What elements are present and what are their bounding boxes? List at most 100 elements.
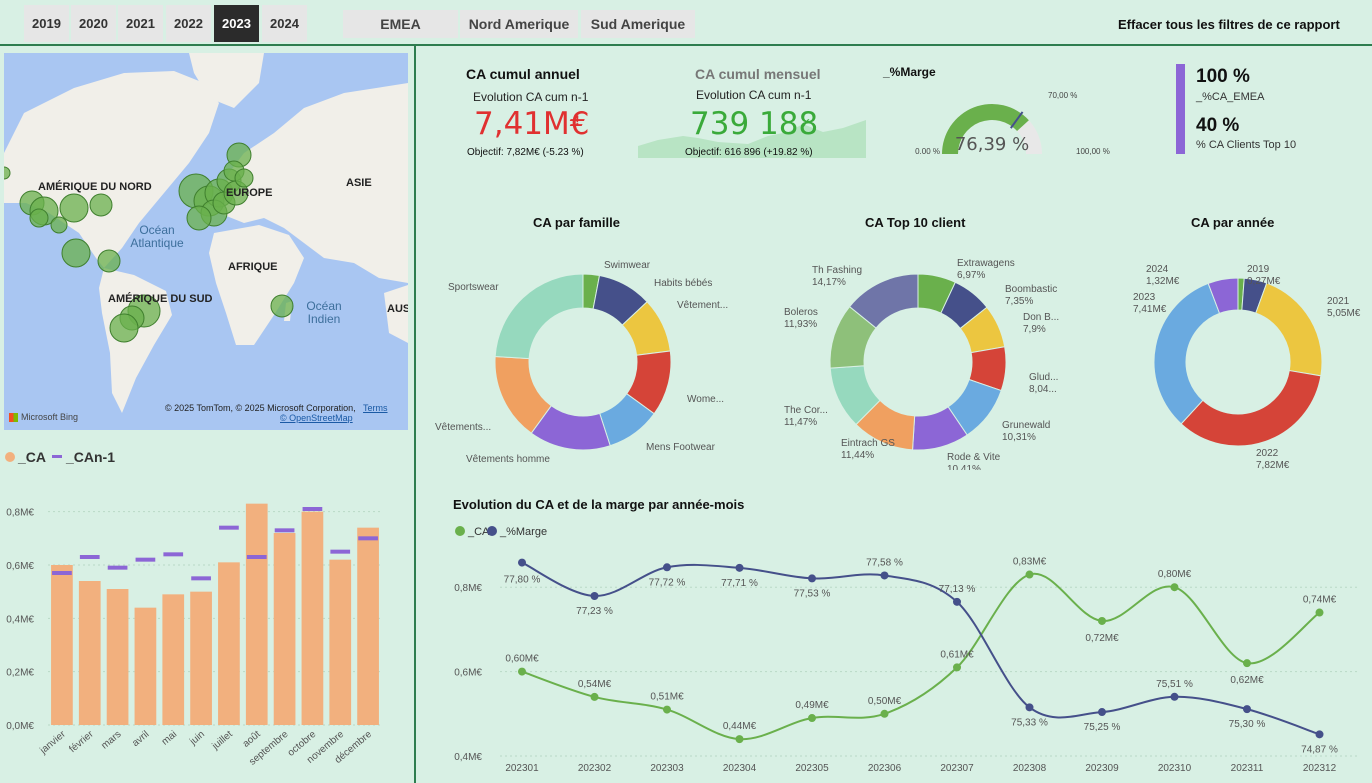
bar-can1-marker[interactable] — [358, 536, 378, 541]
marge-point[interactable] — [590, 591, 599, 600]
map-bubble[interactable] — [270, 294, 294, 318]
map-bubble[interactable] — [89, 193, 113, 217]
marge-point[interactable] — [518, 558, 526, 567]
ca-point[interactable] — [808, 714, 816, 723]
marge-point[interactable] — [1025, 703, 1034, 712]
clear-filters-button[interactable]: Effacer tous les filtres de ce rapport — [1118, 17, 1340, 32]
year-button-2024[interactable]: 2024 — [262, 5, 307, 42]
marge-point[interactable] — [1243, 705, 1251, 714]
year-button-2020[interactable]: 2020 — [71, 5, 116, 42]
gauge-min-label: 0.00 % — [915, 147, 940, 156]
ca-point[interactable] — [1098, 616, 1106, 625]
map-bubble[interactable] — [234, 168, 254, 188]
donut-slice[interactable] — [1207, 277, 1239, 315]
ca-point[interactable] — [1170, 583, 1179, 592]
top-divider — [0, 44, 1372, 46]
bar-ca[interactable] — [78, 581, 101, 725]
marge-data-label: 77,58 % — [866, 557, 903, 568]
map-bubble[interactable] — [50, 216, 68, 234]
region-button-0[interactable]: EMEA — [343, 10, 458, 38]
donut-famille-title: CA par famille — [533, 215, 620, 230]
ca-marge-line-chart[interactable]: _CA _%Marge 0,4M€ 0,6M€ 0,8M€ 202301 202302 202… — [420, 515, 1372, 783]
map-bubble[interactable] — [29, 208, 49, 228]
bar-can1-marker[interactable] — [219, 525, 239, 530]
bar-ca[interactable] — [162, 594, 185, 725]
marge-data-label: 77,72 % — [649, 577, 686, 588]
line-xtick: 202311 — [1231, 763, 1264, 774]
bar-can1-marker[interactable] — [330, 549, 351, 554]
map-bubble[interactable] — [4, 166, 11, 180]
bar-ca[interactable] — [51, 565, 73, 725]
donut-slice[interactable] — [1180, 369, 1322, 447]
bar-ca[interactable] — [190, 591, 212, 725]
bar-can1-marker[interactable] — [135, 557, 156, 562]
marge-point[interactable] — [953, 597, 961, 606]
year-button-2023[interactable]: 2023 — [214, 5, 259, 42]
bar-ca[interactable] — [218, 562, 240, 725]
ca-point[interactable] — [1315, 608, 1324, 617]
ca-data-label: 0,83M€ — [1013, 557, 1047, 568]
ca-data-label: 0,72M€ — [1085, 633, 1119, 644]
donut-slice[interactable] — [848, 273, 919, 329]
year-button-2021[interactable]: 2021 — [118, 5, 163, 42]
bar-can1-marker[interactable] — [52, 571, 72, 575]
marge-point[interactable] — [808, 574, 816, 583]
year-button-2022[interactable]: 2022 — [166, 5, 211, 42]
marge-point[interactable] — [1098, 708, 1106, 717]
bar-can1-marker[interactable] — [107, 565, 128, 570]
donut-label: Boleros — [784, 307, 818, 318]
marge-point[interactable] — [735, 563, 744, 572]
marge-point[interactable] — [880, 571, 889, 580]
bar-can1-marker[interactable] — [274, 528, 295, 533]
map-osm-link[interactable]: © OpenStreetMap — [280, 413, 353, 423]
ca-point[interactable] — [518, 667, 526, 676]
bar-xtick: mai — [160, 729, 179, 748]
margin-gauge[interactable]: 76,39 % 0.00 % 100,00 % 70,00 % — [900, 76, 1120, 162]
marge-point[interactable] — [663, 563, 671, 572]
map-terms-link[interactable]: Terms — [363, 403, 388, 413]
bar-ca[interactable] — [329, 559, 352, 725]
ca-point[interactable] — [590, 692, 599, 701]
kpi-annual-goal: Objectif: 7,82M€ (-5.23 %) — [467, 147, 584, 158]
donut-slice[interactable] — [1153, 282, 1221, 425]
bar-ca[interactable] — [273, 533, 296, 725]
bar-ca[interactable] — [301, 511, 324, 725]
marge-point[interactable] — [1170, 692, 1179, 701]
donut-slice[interactable] — [494, 273, 584, 360]
bar-can1-marker[interactable] — [79, 555, 100, 559]
map-canvas — [4, 53, 408, 430]
region-button-1[interactable]: Nord Amerique — [460, 10, 578, 38]
donut-label-value: 10,41% — [947, 464, 981, 470]
region-button-2[interactable]: Sud Amerique — [581, 10, 695, 38]
ca-point[interactable] — [735, 735, 744, 744]
bar-ca[interactable] — [134, 607, 157, 725]
ca-point[interactable] — [880, 709, 889, 718]
bar-ca[interactable] — [245, 503, 268, 725]
bar-can1-marker[interactable] — [246, 555, 267, 559]
donut-label: Don B... — [1023, 312, 1059, 323]
world-map[interactable]: AMÉRIQUE DU NORD EUROPE ASIE AFRIQUE AMÉ… — [4, 53, 408, 430]
bar-ca[interactable] — [357, 527, 379, 725]
ca-point[interactable] — [663, 705, 671, 714]
donut-slice[interactable] — [1255, 282, 1323, 377]
monthly-bar-chart[interactable]: _CA _CAn-1 0,0M€ 0,2M€ 0,4M€ 0,6M€ 0,8M€ janvie… — [0, 440, 412, 783]
year-button-2019[interactable]: 2019 — [24, 5, 69, 42]
ca-point[interactable] — [953, 663, 961, 672]
donut-label-value: 7,41M€ — [1133, 304, 1167, 315]
bar-can1-marker[interactable] — [302, 507, 323, 511]
marge-point[interactable] — [1315, 730, 1324, 739]
ca-point[interactable] — [1025, 570, 1034, 579]
map-bubble[interactable] — [97, 249, 121, 273]
map-bubble[interactable] — [186, 205, 212, 231]
bar-ca[interactable] — [106, 589, 129, 725]
map-bubble[interactable] — [61, 238, 91, 268]
ca-point[interactable] — [1243, 659, 1251, 668]
map-bubble[interactable] — [59, 193, 89, 223]
bar-can1-marker[interactable] — [163, 552, 184, 557]
line-xtick: 202308 — [1013, 763, 1047, 774]
line-xtick: 202304 — [723, 763, 757, 774]
bar-can1-marker[interactable] — [191, 576, 211, 581]
map-bubble[interactable] — [109, 313, 139, 343]
marge-data-label: 77,53 % — [794, 588, 831, 599]
